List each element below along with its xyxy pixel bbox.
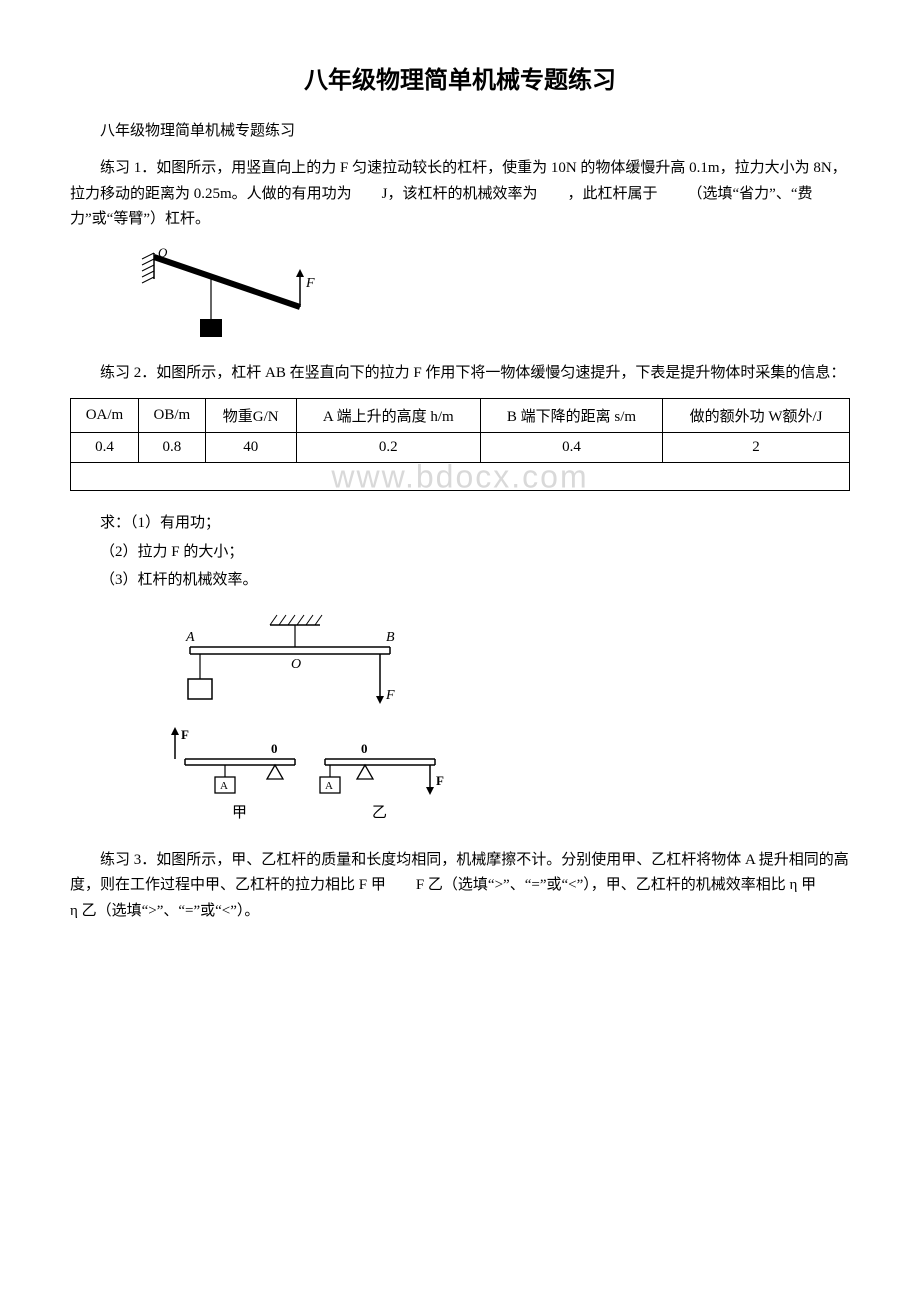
table-empty-row: www.bdocx.com	[71, 463, 850, 491]
question-1: 求：（1）有用功；	[70, 509, 850, 538]
table-cell: 0.2	[296, 433, 480, 463]
watermark-text: www.bdocx.com	[331, 458, 588, 495]
table-cell: 2	[663, 433, 850, 463]
table-header-cell: OB/m	[138, 399, 205, 433]
subtitle: 八年级物理简单机械专题练习	[70, 119, 850, 140]
exercise-1-text: 练习 1．如图所示，用竖直向上的力 F 匀速拉动较长的杠杆，使重为 10N 的物…	[70, 156, 850, 233]
table-data-row: 0.40.8400.20.42	[71, 433, 850, 463]
svg-text:F: F	[436, 773, 444, 788]
svg-text:甲: 甲	[232, 805, 247, 821]
svg-text:O: O	[291, 657, 301, 672]
svg-text:乙: 乙	[372, 805, 387, 821]
exercise-2-table: OA/mOB/m物重G/NA 端上升的高度 h/mB 端下降的距离 s/m做的额…	[70, 398, 850, 491]
svg-text:B: B	[386, 630, 395, 645]
lever-diagram-2: A B O F 0 A F 甲 0 A F 乙	[130, 609, 480, 829]
exercise-2-3-figure: A B O F 0 A F 甲 0 A F 乙	[130, 609, 850, 834]
svg-text:A: A	[185, 630, 195, 645]
svg-text:A: A	[325, 780, 333, 792]
table-header-cell: OA/m	[71, 399, 139, 433]
question-2: （2）拉力 F 的大小；	[70, 538, 850, 567]
svg-text:O: O	[158, 247, 168, 260]
table-header-cell: B 端下降的距离 s/m	[480, 399, 662, 433]
svg-text:A: A	[220, 780, 228, 792]
table-cell: 0.8	[138, 433, 205, 463]
svg-text:F: F	[305, 276, 315, 291]
page-title: 八年级物理简单机械专题练习	[70, 60, 850, 95]
table-header-cell: A 端上升的高度 h/m	[296, 399, 480, 433]
exercise-3-text: 练习 3．如图所示，甲、乙杠杆的质量和长度均相同，机械摩擦不计。分别使用甲、乙杠…	[70, 848, 850, 925]
exercise-1-figure: OF	[130, 247, 850, 347]
svg-text:0: 0	[361, 741, 368, 756]
svg-text:F: F	[385, 688, 395, 703]
table-header-row: OA/mOB/m物重G/NA 端上升的高度 h/mB 端下降的距离 s/m做的额…	[71, 399, 850, 433]
table-cell: 0.4	[71, 433, 139, 463]
table-cell: 0.4	[480, 433, 662, 463]
svg-text:F: F	[181, 727, 189, 742]
exercise-2-intro: 练习 2．如图所示，杠杆 AB 在竖直向下的拉力 F 作用下将一物体缓慢匀速提升…	[70, 361, 850, 387]
table-header-cell: 做的额外功 W额外/J	[663, 399, 850, 433]
table-cell: 40	[205, 433, 296, 463]
svg-text:0: 0	[271, 741, 278, 756]
table-header-cell: 物重G/N	[205, 399, 296, 433]
lever-diagram-1: OF	[130, 247, 320, 342]
question-3: （3）杠杆的机械效率。	[70, 566, 850, 595]
